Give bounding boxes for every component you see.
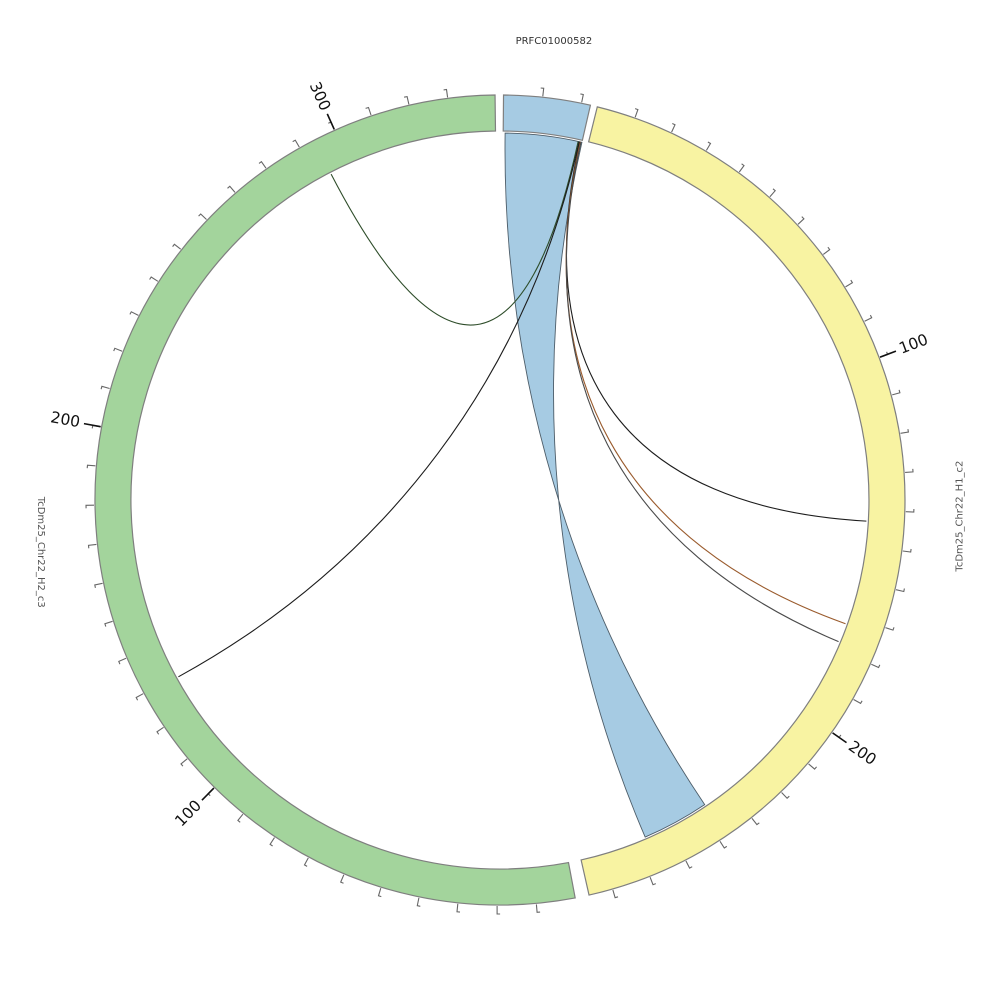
tick-TcDm25_Chr22_H2_c3 xyxy=(86,464,96,469)
tick-TcDm25_Chr22_H2_c3 xyxy=(104,620,113,627)
tick-TcDm25_Chr22_H1_c2 xyxy=(685,860,693,869)
tick-TcDm25_Chr22_H1_c2 xyxy=(895,588,905,593)
plot-title: PRFC01000582 xyxy=(516,36,593,47)
tick-TcDm25_Chr22_H2_c3 xyxy=(269,837,275,847)
tick-TcDm25_Chr22_H1_c2 xyxy=(905,468,914,473)
link-to-yellow-178 xyxy=(565,141,839,643)
link-to-green-295 xyxy=(330,141,579,326)
tick-TcDm25_Chr22_H2_c3 xyxy=(156,726,164,735)
tick-TcDm25_Chr22_H2_c3 xyxy=(100,385,110,390)
tick-TcDm25_Chr22_H1_c2 xyxy=(634,108,639,118)
ribbon-PRFC01000582-to-H1 xyxy=(504,132,706,838)
tick-TcDm25_Chr22_H2_c3 xyxy=(456,903,461,913)
tick-TcDm25_Chr22_H2_c3 xyxy=(443,88,449,98)
tick-label-TcDm25_Chr22_H1_c2-200: 200 xyxy=(845,737,880,769)
tick-TcDm25_Chr22_H1_c2 xyxy=(885,627,895,631)
segment-band-TcDm25_Chr22_H1_c2 xyxy=(580,106,906,896)
tick-TcDm25_Chr22_H1_c2 xyxy=(738,163,745,173)
tick-TcDm25_Chr22_H2_c3 xyxy=(94,582,103,589)
tick-TcDm25_Chr22_H1_c2 xyxy=(671,123,676,133)
tick-TcDm25_Chr22_H2_c3 xyxy=(129,311,139,316)
tick-TcDm25_Chr22_H2_c3 xyxy=(198,213,207,220)
tick-TcDm25_Chr22_H1_c2 xyxy=(808,763,818,770)
tick-TcDm25_Chr22_H1_c2 xyxy=(900,429,910,434)
tick-TcDm25_Chr22_H1_c2 xyxy=(751,818,760,826)
tick-TcDm25_Chr22_H1_c2 xyxy=(797,216,805,225)
segment-band-PRFC01000582 xyxy=(502,94,592,142)
tick-TcDm25_Chr22_H1_c2 xyxy=(902,548,912,553)
tick-TcDm25_Chr22_H1_c2 xyxy=(705,141,712,151)
tick-TcDm25_Chr22_H2_c3 xyxy=(118,657,127,665)
tick-leader-TcDm25_Chr22_H2_c3-100 xyxy=(201,787,215,801)
tick-label-TcDm25_Chr22_H2_c3-300: 300 xyxy=(306,79,335,113)
tick-PRFC01000582 xyxy=(580,93,584,103)
tick-TcDm25_Chr22_H1_c2 xyxy=(845,279,854,288)
tick-label-TcDm25_Chr22_H2_c3-100: 100 xyxy=(171,796,205,830)
tick-label-TcDm25_Chr22_H1_c2-100: 100 xyxy=(897,330,931,357)
tick-TcDm25_Chr22_H2_c3 xyxy=(292,139,300,148)
tick-leader-TcDm25_Chr22_H1_c2-100 xyxy=(879,350,897,358)
segment-label-TcDm25_Chr22_H1_c2: TcDm25_Chr22_H1_c2 xyxy=(955,461,966,573)
tick-leader-TcDm25_Chr22_H2_c3-300 xyxy=(326,113,335,130)
tick-TcDm25_Chr22_H2_c3 xyxy=(377,887,382,898)
tick-TcDm25_Chr22_H2_c3 xyxy=(113,347,123,352)
tick-TcDm25_Chr22_H1_c2 xyxy=(853,699,863,705)
tick-TcDm25_Chr22_H1_c2 xyxy=(769,188,776,198)
tick-leader-TcDm25_Chr22_H1_c2-200 xyxy=(832,732,847,744)
tick-TcDm25_Chr22_H2_c3 xyxy=(135,693,144,701)
tick-TcDm25_Chr22_H2_c3 xyxy=(237,813,244,823)
segment-label-TcDm25_Chr22_H2_c3: TcDm25_Chr22_H2_c3 xyxy=(35,496,46,608)
link-to-green-130 xyxy=(178,141,580,678)
tick-TcDm25_Chr22_H2_c3 xyxy=(180,758,188,767)
link-to-yellow-172 xyxy=(565,141,846,625)
tick-TcDm25_Chr22_H1_c2 xyxy=(649,877,657,886)
tick-TcDm25_Chr22_H2_c3 xyxy=(149,276,159,282)
tick-PRFC01000582 xyxy=(540,87,545,97)
tick-TcDm25_Chr22_H1_c2 xyxy=(822,246,831,255)
tick-TcDm25_Chr22_H1_c2 xyxy=(892,389,901,396)
tick-leader-TcDm25_Chr22_H2_c3-200 xyxy=(83,422,101,428)
segment-band-TcDm25_Chr22_H2_c3 xyxy=(94,94,576,906)
tick-TcDm25_Chr22_H2_c3 xyxy=(87,543,97,549)
tick-TcDm25_Chr22_H1_c2 xyxy=(719,841,728,849)
tick-TcDm25_Chr22_H2_c3 xyxy=(339,874,345,884)
tick-TcDm25_Chr22_H2_c3 xyxy=(496,906,501,915)
tick-TcDm25_Chr22_H2_c3 xyxy=(258,160,267,169)
tick-TcDm25_Chr22_H2_c3 xyxy=(303,857,309,867)
tick-TcDm25_Chr22_H1_c2 xyxy=(905,508,915,513)
tick-TcDm25_Chr22_H2_c3 xyxy=(85,504,95,509)
tick-TcDm25_Chr22_H2_c3 xyxy=(403,95,410,105)
tick-label-TcDm25_Chr22_H2_c3-200: 200 xyxy=(49,408,81,431)
tick-TcDm25_Chr22_H2_c3 xyxy=(172,243,182,250)
tick-TcDm25_Chr22_H2_c3 xyxy=(227,185,236,193)
tick-TcDm25_Chr22_H1_c2 xyxy=(864,314,873,322)
tick-TcDm25_Chr22_H1_c2 xyxy=(871,663,881,669)
tick-TcDm25_Chr22_H1_c2 xyxy=(781,792,790,799)
tick-TcDm25_Chr22_H2_c3 xyxy=(535,904,541,913)
tick-TcDm25_Chr22_H2_c3 xyxy=(416,897,421,907)
tick-TcDm25_Chr22_H2_c3 xyxy=(365,106,372,116)
tick-TcDm25_Chr22_H1_c2 xyxy=(612,889,619,899)
